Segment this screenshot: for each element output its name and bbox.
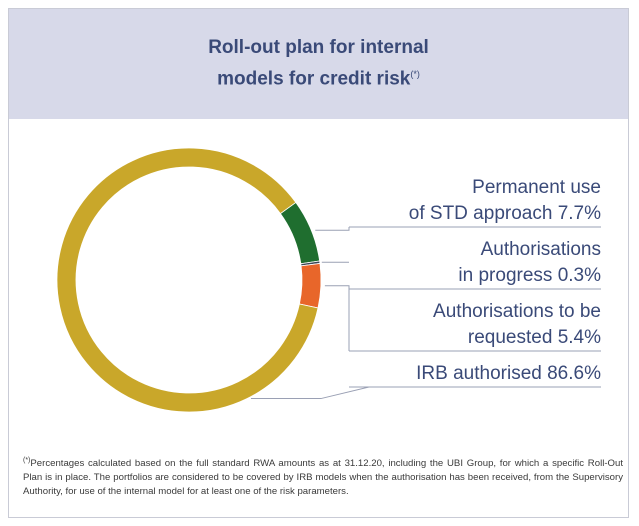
leader-line-0 — [315, 227, 350, 231]
slice-label-1-line-1: in progress 0.3% — [458, 265, 601, 286]
donut-slice-permanent-use-of-std-approach — [279, 201, 321, 265]
donut-chart: Permanent use of STD approach 7.7% Authori… — [56, 147, 601, 413]
slice-label-0-line-0: Permanent use — [472, 177, 601, 198]
title-line-1: Roll-out plan for internal — [208, 37, 429, 59]
slice-labels: Permanent use of STD approach 7.7% Authori… — [409, 177, 601, 384]
slice-label-0-line-1: of STD approach 7.7% — [409, 203, 601, 224]
footnote: (*)Percentages calculated based on the f… — [23, 454, 623, 499]
chart-title: Roll-out plan for internal models for cr… — [208, 35, 429, 92]
donut-slice-irb-authorised — [56, 147, 319, 413]
leader-lines — [250, 226, 601, 400]
slice-label-1-line-0: Authorisations — [481, 239, 601, 260]
donut-slices — [56, 147, 322, 413]
slice-label-2-line-0: Authorisations to be — [433, 301, 601, 322]
leader-line-3 — [250, 386, 370, 400]
leader-line-2 — [324, 285, 350, 351]
slice-label-2-line-1: requested 5.4% — [468, 327, 601, 348]
title-line-2: models for credit risk — [217, 68, 411, 90]
donut-slice-authorisations-to-be-requested — [298, 263, 322, 309]
footnote-text: Percentages calculated based on the full… — [23, 458, 623, 498]
chart-panel: Roll-out plan for internal models for cr… — [8, 8, 629, 518]
title-bar: Roll-out plan for internal models for cr… — [9, 9, 628, 119]
slice-label-3-line-0: IRB authorised 86.6% — [416, 363, 601, 384]
title-footnote-marker: (*) — [410, 69, 420, 80]
footnote-marker: (*) — [23, 457, 31, 464]
